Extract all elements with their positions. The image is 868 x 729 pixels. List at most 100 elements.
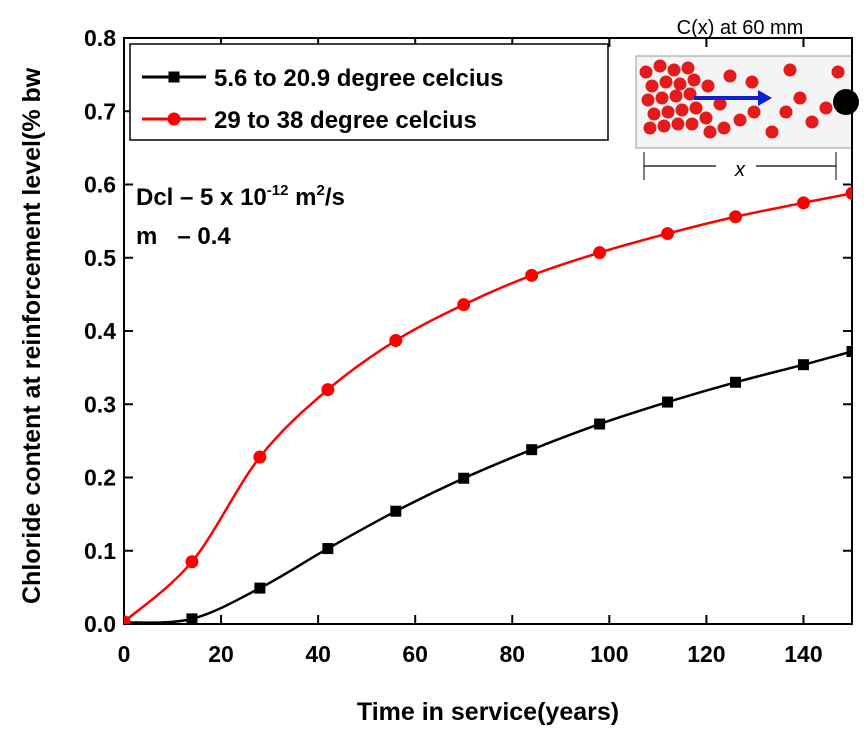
- inset-dot: [675, 103, 689, 117]
- inset-dim-gap: [716, 156, 756, 178]
- marker: [253, 450, 267, 464]
- x-axis-label: Time in service(years): [357, 698, 619, 726]
- inset-dot: [657, 119, 671, 133]
- x-tick-label: 120: [687, 641, 725, 667]
- marker: [389, 334, 403, 348]
- marker: [185, 555, 199, 569]
- marker: [458, 472, 470, 484]
- annotation-sup: -12: [267, 182, 289, 199]
- y-tick-label: 0.4: [84, 318, 116, 344]
- inset-title: C(x) at 60 mm: [677, 17, 804, 39]
- inset-dot: [655, 91, 669, 105]
- inset-dot: [659, 75, 673, 89]
- annotation-sup: 2: [316, 182, 324, 199]
- marker: [186, 613, 198, 624]
- inset-dot: [765, 125, 779, 139]
- inset-dot: [639, 65, 653, 79]
- y-tick-label: 0.5: [84, 245, 116, 271]
- legend-label: 5.6 to 20.9 degree celcius: [214, 65, 504, 92]
- inset-dot: [747, 105, 761, 119]
- x-tick-label: 140: [784, 641, 822, 667]
- y-tick-label: 0.8: [84, 25, 116, 51]
- inset-dots: [639, 59, 845, 139]
- marker: [390, 505, 402, 517]
- inset-dot: [713, 97, 727, 111]
- marker: [124, 615, 131, 624]
- x-tick-label: 60: [402, 641, 428, 667]
- inset-dot: [723, 69, 737, 83]
- inset-dot: [681, 61, 695, 75]
- inset-dot: [783, 63, 797, 77]
- inset-dot: [745, 75, 759, 89]
- marker: [846, 346, 852, 358]
- marker: [321, 383, 335, 397]
- legend-box: [129, 43, 609, 141]
- inset-dot: [703, 125, 717, 139]
- inset-dot: [671, 117, 685, 131]
- x-tick-label: 0: [118, 641, 131, 667]
- annotation: m – 0.4: [136, 223, 231, 250]
- marker: [730, 376, 742, 388]
- y-tick-label: 0.7: [84, 98, 116, 124]
- marker: [526, 444, 538, 456]
- legend-label: 29 to 38 degree celcius: [214, 107, 477, 134]
- inset-dot: [669, 89, 683, 103]
- inset-dot: [683, 87, 697, 101]
- inset-dot: [733, 113, 747, 127]
- marker: [322, 543, 334, 555]
- annotation: Dcl – 5 x 10-12 m2/s: [136, 182, 345, 211]
- inset-dot: [717, 121, 731, 135]
- y-tick-label: 0.6: [84, 172, 116, 198]
- y-tick-label: 0.2: [84, 465, 116, 491]
- inset-dot: [793, 91, 807, 105]
- x-tick-label: 80: [499, 641, 525, 667]
- marker: [797, 359, 809, 371]
- plot-area: [124, 186, 852, 624]
- inset-dot: [645, 79, 659, 93]
- inset-dot: [779, 105, 793, 119]
- inset-arrowhead: [758, 90, 772, 106]
- y-tick-label: 0.0: [84, 611, 116, 637]
- x-tick-label: 40: [305, 641, 331, 667]
- inset-dot: [819, 101, 833, 115]
- inset-dot: [667, 63, 681, 77]
- inset: x C(x) at 60 mm: [635, 17, 859, 181]
- x-tick-label: 20: [208, 641, 234, 667]
- marker: [796, 196, 810, 210]
- y-tick-label: 0.1: [84, 538, 116, 564]
- marker: [845, 186, 852, 200]
- marker: [457, 298, 471, 312]
- marker: [662, 396, 674, 408]
- x-tick-label: 100: [590, 641, 628, 667]
- inset-dot: [661, 105, 675, 119]
- marker: [168, 71, 180, 83]
- annotation-text: /s: [325, 184, 345, 211]
- inset-dot: [699, 111, 713, 125]
- annotation-text: Dcl – 5 x 10: [136, 184, 267, 211]
- inset-dot: [673, 77, 687, 91]
- series-line: [124, 350, 852, 624]
- annotation-text: m: [288, 184, 316, 211]
- inset-dot: [805, 115, 819, 129]
- marker: [254, 582, 266, 594]
- marker: [661, 227, 675, 241]
- marker: [167, 112, 181, 126]
- inset-x: x: [734, 159, 746, 181]
- marker: [594, 418, 606, 430]
- marker: [729, 210, 743, 224]
- inset-dot: [831, 65, 845, 79]
- inset-dot: [647, 107, 661, 121]
- inset-dot: [689, 101, 703, 115]
- inset-dot: [687, 73, 701, 87]
- inset-dot: [653, 59, 667, 73]
- inset-dot: [643, 121, 657, 135]
- inset-dot: [685, 117, 699, 131]
- inset-dot: [641, 93, 655, 107]
- y-tick-label: 0.3: [84, 391, 116, 417]
- marker: [525, 268, 539, 282]
- marker: [593, 246, 607, 260]
- y-axis-label: Chloride content at reinforcement level(…: [18, 67, 46, 604]
- series-line: [124, 192, 852, 623]
